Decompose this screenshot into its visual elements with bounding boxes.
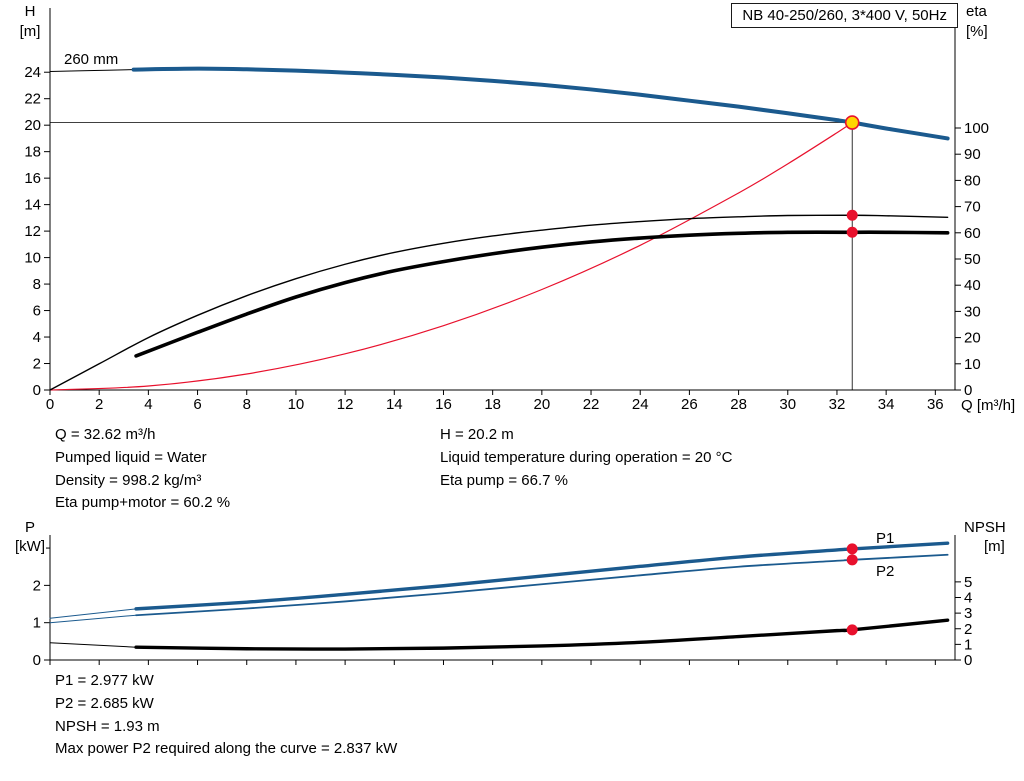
series-npsh bbox=[134, 618, 950, 651]
annotation-density: Density = 998.2 kg/m³ bbox=[55, 471, 202, 489]
annotation-eta-pump: Eta pump = 66.7 % bbox=[440, 471, 568, 489]
p1-curve-label: P1 bbox=[876, 530, 894, 547]
svg-text:4: 4 bbox=[964, 590, 972, 607]
svg-text:0: 0 bbox=[46, 396, 54, 413]
svg-text:100: 100 bbox=[964, 120, 989, 137]
svg-text:0: 0 bbox=[33, 652, 41, 669]
series-p1-lead bbox=[49, 608, 137, 619]
svg-text:2: 2 bbox=[964, 621, 972, 638]
svg-text:20: 20 bbox=[964, 330, 981, 347]
svg-text:18: 18 bbox=[484, 396, 501, 413]
series-p2 bbox=[135, 553, 949, 617]
svg-text:2: 2 bbox=[33, 356, 41, 373]
svg-text:40: 40 bbox=[964, 277, 981, 294]
series-p1 bbox=[134, 541, 950, 611]
power-annotations: P1 = 2.977 kW P2 = 2.685 kW NPSH = 1.93 … bbox=[55, 670, 397, 761]
series-eta-pump-motor bbox=[134, 230, 950, 358]
annotation-q: Q = 32.62 m³/h bbox=[55, 426, 156, 443]
annotation-eta-pump-motor: Eta pump+motor = 60.2 % bbox=[55, 494, 231, 512]
svg-text:14: 14 bbox=[24, 197, 41, 214]
axis-title: [m] bbox=[20, 23, 41, 40]
svg-text:80: 80 bbox=[964, 172, 981, 189]
axis-title: [kW] bbox=[15, 538, 45, 555]
svg-text:1: 1 bbox=[964, 636, 972, 653]
annotation-pumped-liquid: Pumped liquid = Water bbox=[55, 448, 207, 466]
svg-text:30: 30 bbox=[779, 396, 796, 413]
svg-text:16: 16 bbox=[435, 396, 452, 413]
npsh-point bbox=[846, 624, 858, 636]
svg-text:0: 0 bbox=[964, 652, 972, 669]
svg-text:10: 10 bbox=[288, 396, 305, 413]
svg-text:6: 6 bbox=[33, 303, 41, 320]
series-head-lead bbox=[49, 69, 135, 73]
qh-efficiency-chart: 0 2 4 6 8 10 12 14 16 18 20 22 24 26 28 30 32 34 360246810… bbox=[20, 3, 1016, 414]
svg-text:0: 0 bbox=[964, 382, 972, 399]
axis-title: H bbox=[25, 3, 36, 20]
p1-point bbox=[846, 543, 858, 555]
operating-point-annotations-left: Q = 32.62 m³/h Pumped liquid = Water Den… bbox=[55, 424, 230, 515]
series-p2-lead bbox=[49, 614, 137, 624]
annotation-max-p2: Max power P2 required along the curve = … bbox=[55, 740, 398, 758]
svg-text:32: 32 bbox=[829, 396, 846, 413]
operating-point-annotations-right: H = 20.2 m Liquid temperature during ope… bbox=[440, 424, 732, 492]
svg-text:12: 12 bbox=[337, 396, 354, 413]
series-system-curve bbox=[49, 121, 853, 391]
svg-text:24: 24 bbox=[24, 64, 41, 81]
annotation-p1: P1 = 2.977 kW bbox=[55, 672, 154, 689]
annotation-liquid-temperature: Liquid temperature during operation = 20… bbox=[440, 448, 733, 466]
svg-text:18: 18 bbox=[24, 144, 41, 161]
svg-text:30: 30 bbox=[964, 303, 981, 320]
annotation-npsh: NPSH = 1.93 m bbox=[55, 717, 160, 735]
svg-text:26: 26 bbox=[681, 396, 698, 413]
svg-text:16: 16 bbox=[24, 170, 41, 187]
eta-pump-motor-point bbox=[846, 226, 858, 238]
svg-text:12: 12 bbox=[24, 223, 41, 240]
axis-title: NPSH bbox=[964, 520, 1006, 536]
svg-text:5: 5 bbox=[964, 574, 972, 591]
annotation-h: H = 20.2 m bbox=[440, 426, 514, 443]
svg-text:3: 3 bbox=[964, 605, 972, 622]
svg-text:70: 70 bbox=[964, 199, 981, 216]
series-eta-pump bbox=[49, 214, 949, 391]
eta-pump-point bbox=[846, 209, 858, 221]
svg-text:4: 4 bbox=[144, 396, 152, 413]
series-head-260mm bbox=[131, 66, 950, 141]
p2-point bbox=[846, 554, 858, 566]
svg-text:20: 20 bbox=[24, 117, 41, 134]
duty-point bbox=[844, 115, 860, 130]
svg-text:22: 22 bbox=[24, 91, 41, 108]
svg-text:50: 50 bbox=[964, 251, 981, 268]
svg-text:8: 8 bbox=[243, 396, 251, 413]
series-npsh-lead bbox=[49, 642, 137, 648]
svg-text:10: 10 bbox=[964, 356, 981, 373]
pump-model-title-box: NB 40-250/260, 3*400 V, 50Hz bbox=[731, 3, 958, 28]
svg-text:2: 2 bbox=[95, 396, 103, 413]
svg-text:20: 20 bbox=[534, 396, 551, 413]
svg-text:90: 90 bbox=[964, 146, 981, 163]
svg-text:36: 36 bbox=[927, 396, 944, 413]
svg-text:4: 4 bbox=[33, 329, 41, 346]
svg-text:14: 14 bbox=[386, 396, 403, 413]
axis-title: eta bbox=[966, 3, 988, 20]
svg-text:6: 6 bbox=[193, 396, 201, 413]
axis-title: P bbox=[25, 520, 35, 536]
svg-text:1: 1 bbox=[33, 615, 41, 632]
annotation-p2: P2 = 2.685 kW bbox=[55, 694, 154, 712]
svg-text:2: 2 bbox=[33, 577, 41, 594]
svg-text:0: 0 bbox=[33, 382, 41, 399]
p2-curve-label: P2 bbox=[876, 563, 894, 580]
svg-text:22: 22 bbox=[583, 396, 600, 413]
svg-text:60: 60 bbox=[964, 225, 981, 242]
svg-text:10: 10 bbox=[24, 250, 41, 267]
svg-text:34: 34 bbox=[878, 396, 895, 413]
svg-text:24: 24 bbox=[632, 396, 649, 413]
axis-title: [m] bbox=[984, 538, 1005, 555]
axis-title: [%] bbox=[966, 23, 988, 40]
axis-title: Q [m³/h] bbox=[961, 397, 1015, 414]
svg-text:28: 28 bbox=[730, 396, 747, 413]
svg-text:8: 8 bbox=[33, 276, 41, 293]
impeller-diameter-label: 260 mm bbox=[64, 51, 118, 68]
